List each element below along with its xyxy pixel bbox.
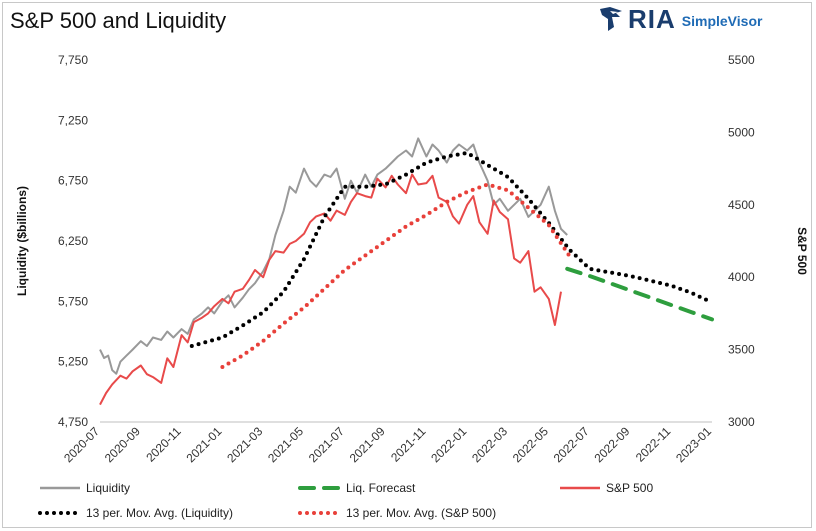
x-tick-label: 2020-07 bbox=[61, 424, 102, 465]
logo: RIA SimpleVisor bbox=[598, 4, 762, 34]
logo-product: SimpleVisor bbox=[681, 13, 763, 29]
y-right-tick-label: 5000 bbox=[728, 125, 755, 139]
x-tick-label: 2021-01 bbox=[183, 424, 224, 465]
eagle-icon bbox=[600, 7, 622, 31]
y-right-tick-label: 4000 bbox=[728, 270, 755, 284]
y-right-tick-label: 4500 bbox=[728, 198, 755, 212]
x-tick-label: 2021-03 bbox=[224, 424, 265, 465]
legend-label: 13 per. Mov. Avg. (S&P 500) bbox=[346, 506, 496, 520]
y-right-tick-label: 3000 bbox=[728, 415, 755, 429]
y-left-tick-label: 4,750 bbox=[58, 415, 88, 429]
y-left-tick-label: 7,250 bbox=[58, 113, 88, 127]
legend-label: Liquidity bbox=[86, 481, 130, 495]
x-tick-label: 2022-07 bbox=[551, 424, 592, 465]
page-title: S&P 500 and Liquidity bbox=[10, 8, 227, 33]
y-left-tick-label: 5,750 bbox=[58, 294, 88, 308]
series-line-s-p-500 bbox=[99, 173, 562, 406]
x-tick-label: 2020-09 bbox=[102, 424, 143, 465]
legend-label: Liq. Forecast bbox=[346, 481, 416, 495]
x-tick-label: 2022-11 bbox=[633, 424, 674, 465]
series-line-liq-forecast bbox=[565, 266, 714, 322]
x-tick-label: 2022-05 bbox=[510, 424, 551, 465]
y-left-tick-label: 5,250 bbox=[58, 355, 88, 369]
series-line-liquidity bbox=[99, 137, 568, 375]
y-right-tick-label: 5500 bbox=[728, 53, 755, 67]
logo-brand: RIA bbox=[628, 3, 676, 34]
x-tick-label: 2022-03 bbox=[469, 424, 510, 465]
x-tick-label: 2023-01 bbox=[673, 424, 714, 465]
y-right-tick-label: 3500 bbox=[728, 343, 755, 357]
x-tick-label: 2020-11 bbox=[143, 424, 184, 465]
x-tick-label: 2021-07 bbox=[306, 424, 347, 465]
legend-label: 13 per. Mov. Avg. (Liquidity) bbox=[86, 506, 233, 520]
y-right-axis-title: S&P 500 bbox=[795, 227, 809, 275]
y-left-tick-label: 7,750 bbox=[58, 53, 88, 67]
y-left-axis-title: Liquidity ($billions) bbox=[15, 186, 29, 296]
x-tick-label: 2021-09 bbox=[347, 424, 388, 465]
series-line-13-per-mov-avg-s-p-500 bbox=[220, 182, 572, 369]
x-tick-label: 2021-11 bbox=[388, 424, 429, 465]
legend-label: S&P 500 bbox=[606, 481, 653, 495]
x-tick-label: 2021-05 bbox=[265, 424, 306, 465]
x-tick-label: 2022-09 bbox=[591, 424, 632, 465]
y-left-tick-label: 6,750 bbox=[58, 174, 88, 188]
y-left-tick-label: 6,250 bbox=[58, 234, 88, 248]
series-line-13-per-mov-avg-liquidity bbox=[189, 150, 714, 348]
x-tick-label: 2022-01 bbox=[428, 424, 469, 465]
